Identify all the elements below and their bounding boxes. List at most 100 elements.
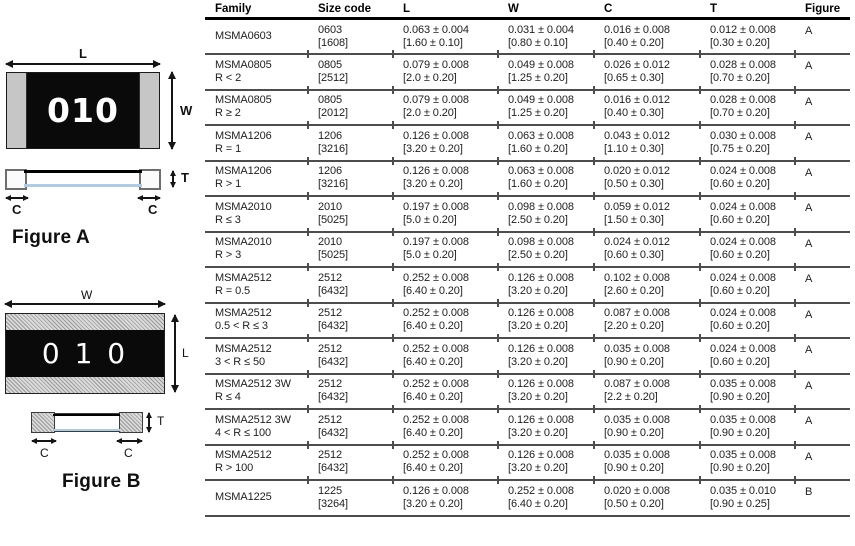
contact-arrow-right-icon	[116, 438, 143, 443]
table-row: MSMA2512 3W 4 < R ≤ 100 2512 [6432] 0.252 ± …	[205, 406, 850, 445]
cell-c: 0.016 ± 0.012 [0.40 ± 0.30]	[593, 86, 700, 125]
cell-c: 0.087 ± 0.008 [2.2 ± 0.20]	[593, 370, 700, 409]
dim-label-c-right-b: C	[124, 446, 133, 460]
thickness-arrow-icon	[170, 170, 175, 188]
cell-figure: A	[794, 406, 850, 445]
cell-size-code: 2512 [6432]	[307, 406, 393, 445]
cell-family: MSMA2010 R ≤ 3	[205, 195, 308, 232]
contact-arrow-left-icon	[31, 438, 57, 443]
terminal-right	[139, 73, 159, 148]
dim-label-l-b: L	[182, 346, 189, 360]
table-row: MSMA2512 R = 0.5 2512 [6432] 0.252 ± 0.008 [6…	[205, 264, 850, 303]
table-row: MSMA0805 R < 2 0805 [2512] 0.079 ± 0.008 [2.0…	[205, 51, 850, 90]
cell-l: 0.252 ± 0.008 [6.40 ± 0.20]	[392, 441, 498, 480]
cell-t: 0.035 ± 0.008 [0.90 ± 0.20]	[699, 370, 795, 409]
cell-size-code: 2512 [6432]	[307, 264, 393, 303]
table-body: MSMA0603 0603 [1608] 0.063 ± 0.004 [1.60 ± 0…	[205, 19, 850, 517]
col-header-size-code: Size code	[308, 0, 393, 20]
cell-l: 0.197 ± 0.008 [5.0 ± 0.20]	[392, 228, 498, 267]
width-arrow-icon	[4, 300, 166, 307]
end-cap-right	[118, 412, 143, 433]
cell-c: 0.102 ± 0.008 [2.60 ± 0.20]	[593, 264, 700, 303]
resistive-layer	[24, 170, 142, 173]
cell-w: 0.126 ± 0.008 [3.20 ± 0.20]	[497, 406, 594, 445]
table-row: MSMA2010 R ≤ 3 2010 [5025] 0.197 ± 0.008 [5.0…	[205, 193, 850, 232]
cell-t: 0.024 ± 0.008 [0.60 ± 0.20]	[699, 335, 795, 374]
cell-t: 0.024 ± 0.008 [0.60 ± 0.20]	[699, 228, 795, 267]
chip-top-view-b: 0 1 0	[5, 313, 165, 394]
chip-marking: 0 1 0	[41, 337, 129, 370]
table-header-row: Family Size code L W C T Figure	[205, 0, 850, 20]
cell-w: 0.126 ± 0.008 [3.20 ± 0.20]	[497, 335, 594, 374]
dim-label-c-left-a: C	[12, 202, 22, 217]
cell-figure: A	[794, 51, 850, 90]
cell-w: 0.049 ± 0.008 [1.25 ± 0.20]	[497, 51, 594, 90]
end-cap-right	[139, 169, 161, 190]
col-header-t: T	[700, 0, 795, 20]
cell-c: 0.020 ± 0.012 [0.50 ± 0.30]	[593, 157, 700, 196]
cell-w: 0.252 ± 0.008 [6.40 ± 0.20]	[497, 477, 594, 517]
terminal-top	[6, 314, 164, 330]
cell-l: 0.252 ± 0.008 [6.40 ± 0.20]	[392, 335, 498, 374]
cell-family: MSMA1206 R > 1	[205, 159, 308, 196]
cell-t: 0.024 ± 0.008 [0.60 ± 0.20]	[699, 193, 795, 232]
figure-b-caption: Figure B	[62, 471, 141, 492]
col-header-w: W	[498, 0, 594, 20]
dim-label-t-a: T	[181, 170, 189, 185]
chip-side-view-a	[5, 169, 161, 190]
cell-c: 0.043 ± 0.012 [1.10 ± 0.30]	[593, 122, 700, 161]
cell-c: 0.035 ± 0.008 [0.90 ± 0.20]	[593, 335, 700, 374]
chip-marking: 010	[47, 91, 119, 130]
cell-w: 0.126 ± 0.008 [3.20 ± 0.20]	[497, 264, 594, 303]
cell-size-code: 2512 [6432]	[307, 370, 393, 409]
cell-w: 0.126 ± 0.008 [3.20 ± 0.20]	[497, 370, 594, 409]
cell-family: MSMA0805 R < 2	[205, 53, 308, 90]
cell-w: 0.098 ± 0.008 [2.50 ± 0.20]	[497, 193, 594, 232]
contact-arrow-right-icon	[137, 195, 161, 200]
cell-size-code: 0603 [1608]	[318, 23, 348, 49]
figure-a-caption: Figure A	[12, 227, 90, 248]
cell-c: 0.059 ± 0.012 [1.50 ± 0.30]	[593, 193, 700, 232]
cell-w: 0.049 ± 0.008 [1.25 ± 0.20]	[497, 86, 594, 125]
chip-top-view-a: 010	[6, 72, 160, 149]
contact-arrow-left-icon	[5, 195, 29, 200]
cell-size-code: 0805 [2012]	[307, 86, 393, 125]
cell-size-code: 0805 [2512]	[307, 51, 393, 90]
cell-family: MSMA1206 R = 1	[205, 124, 308, 161]
cell-w: 0.063 ± 0.008 [1.60 ± 0.20]	[497, 157, 594, 196]
table-row: MSMA1206 R = 1 1206 [3216] 0.126 ± 0.008 [3.2…	[205, 122, 850, 161]
cell-family: MSMA2512 3W R ≤ 4	[205, 372, 308, 409]
chip-side-view-b	[30, 412, 143, 433]
cell-t: 0.028 ± 0.008 [0.70 ± 0.20]	[699, 51, 795, 90]
dimensions-table: Family Size code L W C T Figure MSMA0603…	[205, 0, 850, 517]
cell-w: 0.126 ± 0.008 [3.20 ± 0.20]	[497, 299, 594, 338]
table-row: MSMA1206 R > 1 1206 [3216] 0.126 ± 0.008 [3.2…	[205, 157, 850, 196]
col-header-figure: Figure	[795, 0, 850, 20]
length-arrow-icon	[171, 314, 178, 393]
cell-t: 0.028 ± 0.008 [0.70 ± 0.20]	[699, 86, 795, 125]
cell-figure: B	[794, 477, 850, 517]
cell-size-code: 1206 [3216]	[307, 122, 393, 161]
cell-c: 0.016 ± 0.008 [0.40 ± 0.20]	[604, 23, 670, 49]
cell-t: 0.024 ± 0.008 [0.60 ± 0.20]	[699, 157, 795, 196]
cell-figure: A	[794, 370, 850, 409]
cell-t: 0.035 ± 0.008 [0.90 ± 0.20]	[699, 406, 795, 445]
table-row: MSMA2010 R > 3 2010 [5025] 0.197 ± 0.008 [5.0…	[205, 228, 850, 267]
cell-t: 0.024 ± 0.008 [0.60 ± 0.20]	[699, 299, 795, 338]
protective-layer	[53, 429, 120, 431]
cell-l: 0.197 ± 0.008 [5.0 ± 0.20]	[392, 193, 498, 232]
cell-size-code: 2512 [6432]	[307, 335, 393, 374]
cell-family: MSMA2512 R > 100	[205, 443, 308, 480]
col-header-family: Family	[205, 0, 308, 20]
cell-family: MSMA2010 R > 3	[205, 230, 308, 267]
cell-w: 0.031 ± 0.004 [0.80 ± 0.10]	[508, 23, 574, 49]
cell-l: 0.252 ± 0.008 [6.40 ± 0.20]	[392, 264, 498, 303]
table-row: MSMA2512 3 < R ≤ 50 2512 [6432] 0.252 ± 0.00…	[205, 335, 850, 374]
cell-l: 0.079 ± 0.008 [2.0 ± 0.20]	[392, 51, 498, 90]
dim-label-c-left-b: C	[40, 446, 49, 460]
cell-figure: A	[794, 228, 850, 267]
cell-family: MSMA2512 0.5 < R ≤ 3	[205, 301, 308, 338]
cell-l: 0.126 ± 0.008 [3.20 ± 0.20]	[392, 157, 498, 196]
cell-figure: A	[794, 264, 850, 303]
